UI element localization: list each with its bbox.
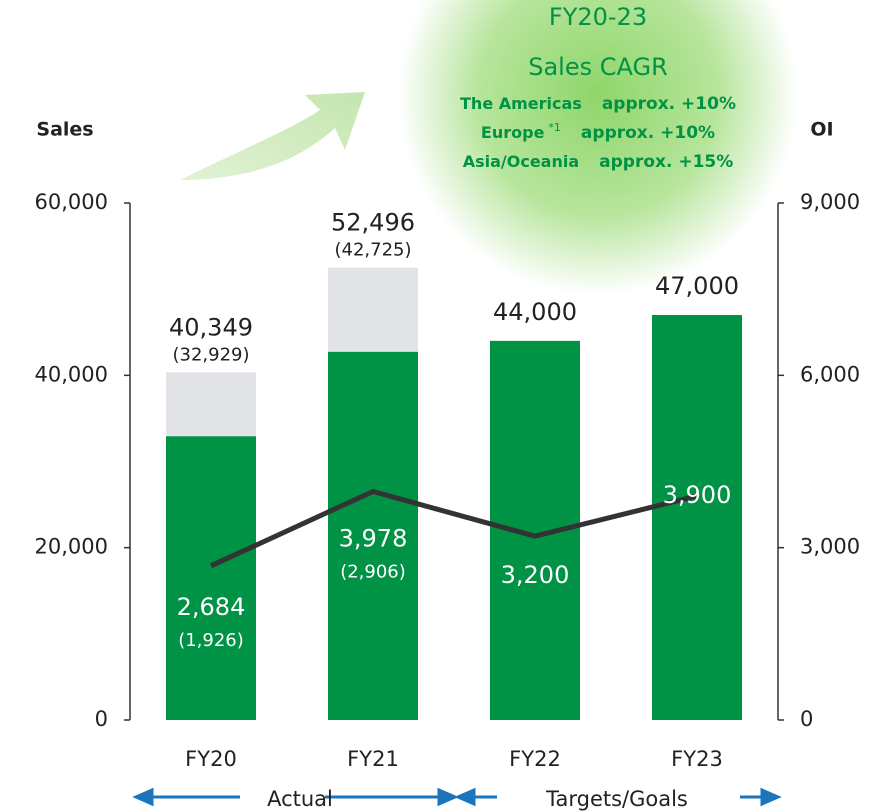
bar-segment [166,436,256,720]
region: Europe [481,123,545,142]
chart: FY20-23 Sales CAGR Sales OI Actual Targe… [0,0,880,812]
oi-value-label: 2,684 [177,593,246,621]
bar-sub-label: (42,725) [334,240,411,261]
y-axis-title: Sales [36,119,93,141]
y-tick-label: 60,000 [35,190,108,214]
y-tick-label: 20,000 [35,535,108,559]
oi-sub-label: (1,926) [178,630,244,651]
x-tick-label: FY23 [671,747,723,771]
region: The Americas [460,94,582,113]
oi-sub-label: (2,906) [340,561,406,582]
bar-value-label: 47,000 [655,272,739,300]
y-tick-label: 40,000 [35,362,108,386]
oi-value-label: 3,978 [339,524,408,552]
y2-tick-label: 3,000 [800,535,860,559]
x-tick-label: FY20 [185,747,237,771]
period-label: Targets/Goals [545,787,688,811]
y2-axis-title: OI [810,119,833,141]
growth: approx. +10% [602,94,736,114]
annotation-subtitle: Sales CAGR [528,53,668,81]
bar [652,315,742,720]
bar-value-label: 40,349 [169,313,253,341]
annotation-row: Europe*1 approx. +10% [481,121,715,143]
x-tick-label: FY21 [347,747,399,771]
footnote: *1 [548,121,561,134]
bar-sub-label: (32,929) [172,344,249,365]
y2-tick-label: 6,000 [800,362,860,386]
oi-line [211,491,697,565]
bar-value-label: 52,496 [331,209,415,237]
page: FY20-23 Sales CAGR Sales OI Actual Targe… [0,0,880,812]
period-label: Actual [267,787,333,811]
y-tick-label: 0 [95,707,108,731]
bar-value-label: 44,000 [493,298,577,326]
growth: approx. +15% [599,152,733,172]
oi-value-label: 3,900 [663,481,732,509]
growth-arrow [180,92,365,180]
annotation-title: FY20-23 [549,3,647,31]
x-tick-label: FY22 [509,747,561,771]
growth: approx. +10% [581,123,715,143]
highlight-glow [398,0,798,295]
oi-value-label: 3,200 [501,561,570,589]
region: Asia/Oceania [463,152,579,171]
y2-tick-label: 9,000 [800,190,860,214]
y2-tick-label: 0 [800,707,813,731]
